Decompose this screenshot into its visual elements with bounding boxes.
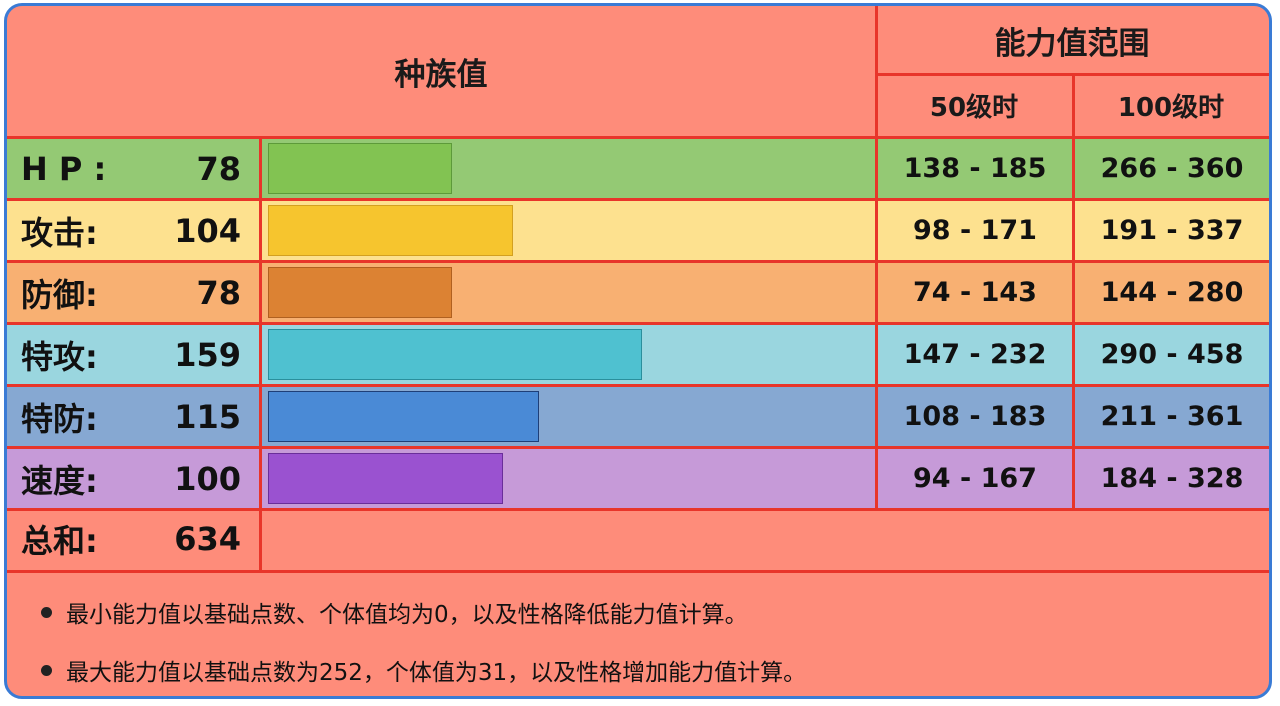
grid-line bbox=[1072, 73, 1075, 508]
stat-row bbox=[7, 201, 1269, 260]
stat-label: 特防: bbox=[21, 399, 98, 438]
stat-bar bbox=[268, 205, 513, 256]
note-max: 最大能力值以基础点数为252，个体值为31，以及性格增加能力值计算。 bbox=[41, 652, 806, 688]
note-min: 最小能力值以基础点数、个体值均为0，以及性格降低能力值计算。 bbox=[41, 594, 748, 630]
stat-bar-area bbox=[262, 325, 875, 384]
range-level50: 147 - 232 bbox=[903, 339, 1047, 370]
stat-row bbox=[7, 387, 1269, 446]
stat-value: 159 bbox=[174, 335, 241, 374]
level100-header: 100级时 bbox=[1117, 92, 1225, 123]
grid-line bbox=[875, 6, 878, 508]
total-value: 634 bbox=[174, 520, 241, 558]
base-stats-header: 种族值 bbox=[394, 56, 488, 93]
note-max-text: 最大能力值以基础点数为252，个体值为31，以及性格增加能力值计算。 bbox=[66, 660, 807, 686]
bullet-icon bbox=[41, 606, 52, 618]
stat-label: 特攻: bbox=[21, 337, 98, 376]
stat-label: H P : bbox=[21, 149, 107, 188]
stat-row bbox=[7, 263, 1269, 322]
range-level100: 266 - 360 bbox=[1100, 153, 1244, 184]
stat-label: 防御: bbox=[21, 275, 98, 314]
stat-bar-area bbox=[262, 201, 875, 260]
stat-bar-area bbox=[262, 449, 875, 508]
grid-line bbox=[7, 136, 1269, 139]
range-level100: 184 - 328 bbox=[1100, 463, 1244, 494]
range-level100: 290 - 458 bbox=[1100, 339, 1244, 370]
stat-label: 速度: bbox=[21, 461, 98, 500]
stat-bar bbox=[268, 453, 503, 504]
stat-value: 115 bbox=[174, 397, 241, 436]
range-level50: 138 - 185 bbox=[903, 153, 1047, 184]
grid-line bbox=[7, 384, 1269, 387]
stat-bar bbox=[268, 329, 642, 380]
grid-line bbox=[7, 570, 1269, 573]
range-level50: 94 - 167 bbox=[913, 463, 1037, 494]
stat-bar bbox=[268, 267, 452, 318]
stat-bar-area bbox=[262, 139, 875, 198]
grid-line bbox=[7, 260, 1269, 263]
stat-value: 78 bbox=[196, 273, 241, 312]
range-level100: 144 - 280 bbox=[1100, 277, 1244, 308]
stat-row bbox=[7, 139, 1269, 198]
stat-bar bbox=[268, 143, 452, 194]
stat-value: 78 bbox=[196, 149, 241, 188]
note-min-text: 最小能力值以基础点数、个体值均为0，以及性格降低能力值计算。 bbox=[66, 602, 748, 628]
level50-header: 50级时 bbox=[929, 92, 1019, 123]
stat-value: 100 bbox=[174, 459, 241, 498]
grid-line bbox=[7, 446, 1269, 449]
stat-label: 攻击: bbox=[21, 213, 98, 252]
range-level100: 211 - 361 bbox=[1100, 401, 1244, 432]
range-level50: 108 - 183 bbox=[903, 401, 1047, 432]
grid-line bbox=[259, 136, 262, 570]
range-level50: 74 - 143 bbox=[913, 277, 1037, 308]
grid-line bbox=[7, 322, 1269, 325]
range-level50: 98 - 171 bbox=[913, 215, 1037, 246]
grid-line bbox=[7, 508, 1269, 511]
stat-bar bbox=[268, 391, 539, 442]
range-level100: 191 - 337 bbox=[1100, 215, 1244, 246]
total-label: 总和: bbox=[21, 522, 98, 560]
stat-bar-area bbox=[262, 263, 875, 322]
grid-line bbox=[7, 198, 1269, 201]
stat-value: 104 bbox=[174, 211, 241, 250]
bullet-icon bbox=[41, 664, 52, 676]
stat-range-header: 能力值范围 bbox=[994, 25, 1150, 62]
stat-row bbox=[7, 449, 1269, 508]
base-stats-table: 种族值 能力值范围 50级时 100级时 H P : 78 138 - 185 266… bbox=[4, 3, 1272, 699]
stat-bar-area bbox=[262, 387, 875, 446]
